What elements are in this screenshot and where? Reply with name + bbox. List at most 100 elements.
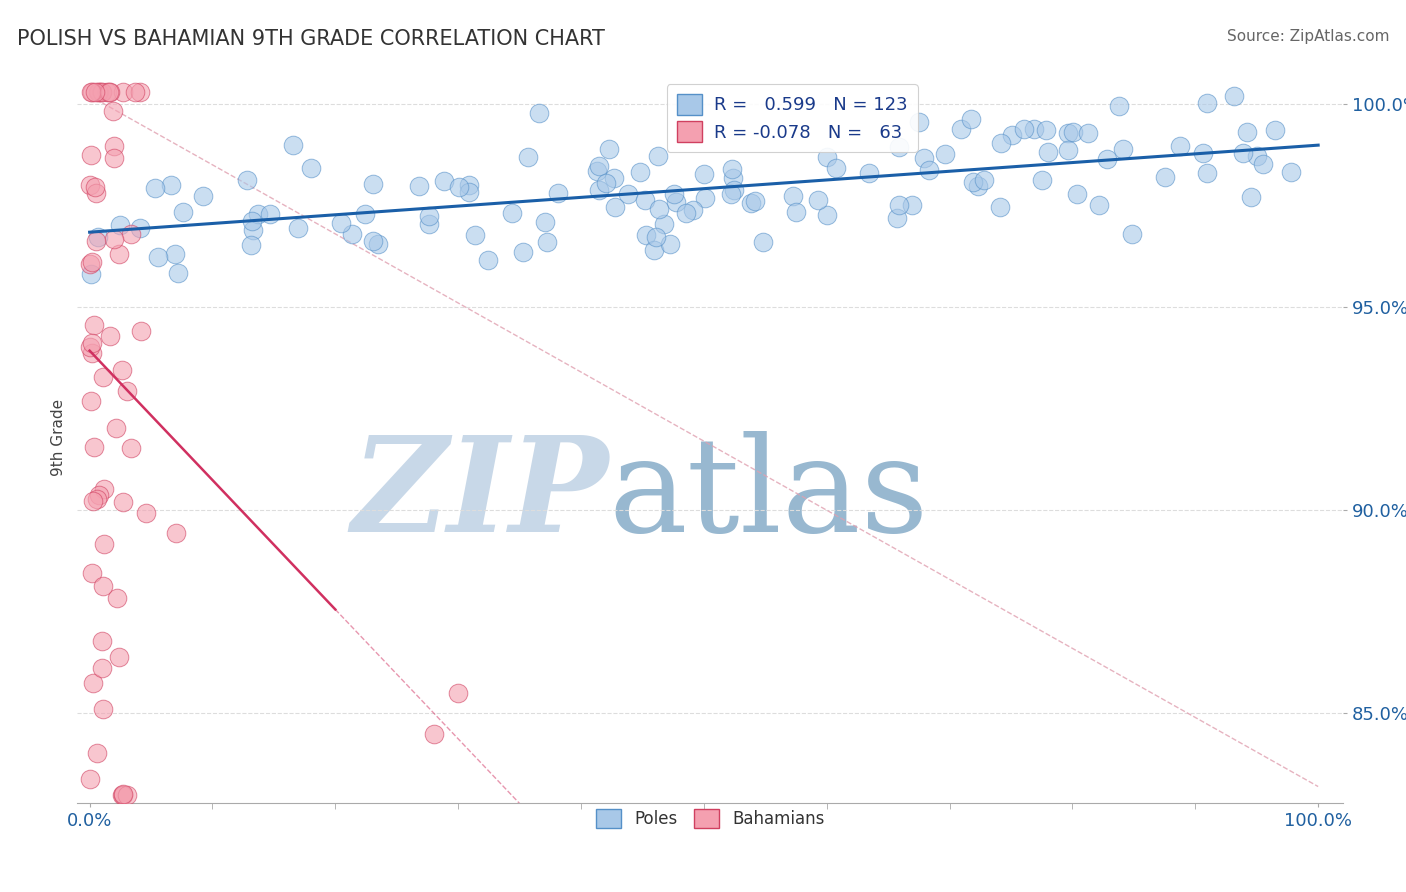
Point bbox=[83, 318, 105, 332]
Point bbox=[115, 788, 138, 802]
Point bbox=[1279, 165, 1302, 179]
Point bbox=[588, 183, 610, 197]
Point bbox=[1232, 146, 1254, 161]
Point bbox=[634, 227, 657, 242]
Y-axis label: 9th Grade: 9th Grade bbox=[51, 399, 66, 475]
Point bbox=[617, 187, 640, 202]
Point bbox=[1036, 145, 1059, 159]
Point bbox=[1057, 126, 1080, 140]
Point bbox=[588, 159, 610, 173]
Point bbox=[86, 747, 108, 761]
Point bbox=[86, 491, 108, 506]
Point bbox=[236, 173, 259, 187]
Point bbox=[721, 161, 744, 176]
Point bbox=[662, 186, 685, 201]
Point bbox=[1121, 227, 1143, 242]
Point bbox=[1057, 144, 1080, 158]
Point bbox=[1154, 170, 1177, 185]
Point bbox=[172, 205, 194, 219]
Point bbox=[408, 178, 430, 193]
Point bbox=[647, 149, 669, 163]
Text: POLISH VS BAHAMIAN 9TH GRADE CORRELATION CHART: POLISH VS BAHAMIAN 9TH GRADE CORRELATION… bbox=[17, 29, 605, 48]
Point bbox=[107, 247, 129, 261]
Point bbox=[101, 103, 124, 118]
Point bbox=[129, 324, 152, 338]
Point bbox=[533, 215, 555, 229]
Point bbox=[527, 106, 550, 120]
Point bbox=[634, 193, 657, 207]
Point bbox=[889, 197, 911, 211]
Point bbox=[79, 85, 101, 99]
Point bbox=[111, 85, 134, 99]
Point bbox=[84, 186, 107, 201]
Point bbox=[367, 237, 389, 252]
Point bbox=[950, 121, 973, 136]
Point bbox=[1087, 198, 1109, 212]
Point bbox=[80, 335, 103, 350]
Point bbox=[340, 227, 363, 241]
Point bbox=[1031, 173, 1053, 187]
Point bbox=[1066, 187, 1088, 202]
Point bbox=[1222, 88, 1244, 103]
Point bbox=[98, 85, 121, 99]
Point bbox=[447, 180, 470, 194]
Point bbox=[1192, 145, 1215, 160]
Point bbox=[259, 207, 281, 221]
Point bbox=[1236, 125, 1258, 139]
Point bbox=[517, 150, 540, 164]
Point bbox=[695, 191, 717, 205]
Point bbox=[246, 207, 269, 221]
Point bbox=[90, 85, 112, 99]
Point bbox=[967, 179, 990, 194]
Point bbox=[191, 188, 214, 202]
Point bbox=[990, 136, 1012, 150]
Point bbox=[900, 198, 922, 212]
Point bbox=[1264, 122, 1286, 136]
Text: Source: ZipAtlas.com: Source: ZipAtlas.com bbox=[1226, 29, 1389, 44]
Point bbox=[477, 252, 499, 267]
Point bbox=[1112, 142, 1135, 156]
Point bbox=[281, 137, 304, 152]
Point bbox=[603, 200, 626, 214]
Point bbox=[110, 788, 132, 802]
Point bbox=[1097, 152, 1119, 166]
Point bbox=[93, 482, 115, 496]
Legend: Poles, Bahamians: Poles, Bahamians bbox=[589, 802, 831, 835]
Point bbox=[887, 139, 910, 153]
Point bbox=[1012, 121, 1035, 136]
Point bbox=[917, 162, 939, 177]
Point bbox=[740, 196, 762, 211]
Point bbox=[159, 178, 181, 192]
Point bbox=[422, 727, 444, 741]
Point bbox=[239, 237, 262, 252]
Point bbox=[91, 369, 114, 384]
Point bbox=[512, 245, 534, 260]
Point bbox=[165, 526, 187, 541]
Point bbox=[598, 142, 620, 156]
Point bbox=[107, 650, 129, 665]
Point bbox=[643, 243, 665, 257]
Point bbox=[858, 166, 880, 180]
Point bbox=[1195, 95, 1218, 110]
Point bbox=[135, 507, 157, 521]
Point bbox=[90, 85, 112, 99]
Point bbox=[682, 203, 704, 218]
Point bbox=[647, 202, 669, 216]
Point bbox=[1108, 99, 1130, 113]
Point bbox=[330, 216, 353, 230]
Point bbox=[111, 788, 134, 802]
Point bbox=[782, 189, 804, 203]
Point bbox=[124, 85, 146, 99]
Point bbox=[595, 177, 617, 191]
Point bbox=[90, 633, 112, 648]
Point bbox=[90, 661, 112, 675]
Point bbox=[1000, 128, 1022, 142]
Point bbox=[80, 345, 103, 359]
Point bbox=[84, 234, 107, 248]
Point bbox=[105, 421, 128, 435]
Point bbox=[501, 206, 523, 220]
Point bbox=[962, 175, 984, 189]
Point bbox=[815, 208, 838, 222]
Point bbox=[108, 218, 131, 232]
Point bbox=[128, 221, 150, 235]
